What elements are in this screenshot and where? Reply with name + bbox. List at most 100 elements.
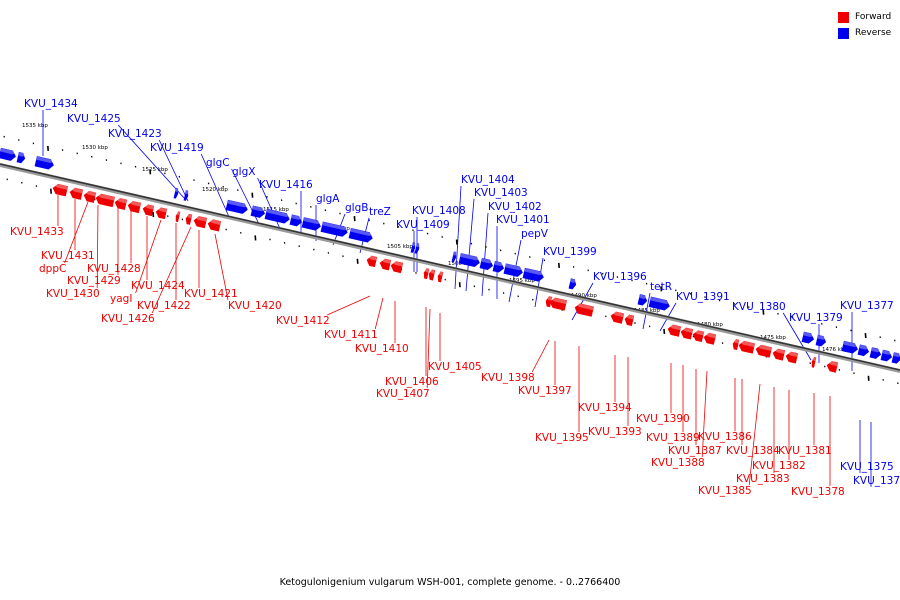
gene-label: KVU_1402 [488,201,542,213]
gene-highlight [668,324,681,331]
forward-gene [127,201,142,214]
gene-label: KVU_1412 [276,315,330,327]
forward-gene [624,314,635,327]
leader-line [327,295,371,316]
gene-highlight [186,214,192,219]
gene-body [183,190,189,201]
gene-body [801,331,815,344]
gene-body [0,147,16,161]
gene-highlight [291,214,303,220]
gene-label: KVU_1401 [496,214,550,226]
reverse-gene [173,187,179,199]
legend: Forward Reverse [838,9,891,41]
gene-body [250,205,265,218]
gene-body [568,278,577,290]
gene-highlight [227,200,249,208]
scale-label: 1525 kbp [142,167,168,173]
gene-label: KVU_1425 [67,113,121,125]
reverse-gene [0,147,17,161]
forward-gene [155,207,168,220]
forward-gene [772,348,786,361]
reverse-gene [479,257,494,271]
forward-gene [549,297,568,311]
forward-gene [185,213,193,225]
gene-highlight [350,228,374,236]
gene-highlight [739,341,755,348]
scale-label: 1485 kbp [634,308,660,314]
gene-body [785,351,799,364]
scale-label: 1495 kbp [509,278,535,284]
gene-highlight [803,331,815,337]
gene-highlight [438,271,444,276]
gene-label: KVU_1434 [24,98,78,110]
gene-body [692,330,705,343]
gene-highlight [194,216,207,222]
gene-label: dppC [39,263,66,275]
gene-body [52,183,69,197]
gene-body [545,296,553,308]
gene-label: KVU_1376 [853,475,900,487]
gene-body [264,208,290,224]
leader-line [571,282,594,321]
gene-label: KVU_1397 [518,385,572,397]
reverse-gene [815,334,827,347]
forward-gene [703,332,717,345]
forward-gene [390,261,404,274]
reverse-gene [348,227,374,243]
label-leader-lines [42,110,872,487]
gene-label: KVU_1404 [461,174,515,186]
gene-highlight [494,261,505,266]
gene-highlight [733,339,739,344]
leader-line [701,370,708,458]
gene-highlight [416,243,420,248]
gene-label: KVU_1385 [698,485,752,497]
gene-body [826,361,839,373]
gene-body [574,303,594,317]
forward-gene [366,255,378,268]
gene-label: KVU_1423 [108,128,162,140]
gene-highlight [817,335,827,340]
forward-gene [52,183,69,197]
gene-highlight [208,219,221,225]
gene-body [755,344,773,358]
gene-body [703,332,717,345]
gene-highlight [681,327,693,333]
gene-highlight [650,296,671,304]
gene-body [451,251,457,263]
leader-line [374,297,384,330]
reverse-gene [869,347,882,359]
gene-body [522,267,544,282]
leader-line [465,198,475,292]
gene-body [83,190,97,203]
gene-highlight [570,278,577,283]
leader-line [96,204,99,289]
gene-body [410,242,416,253]
gene-body [738,340,756,354]
gene-label: KVU_1405 [428,361,482,373]
gene-highlight [266,209,291,217]
gene-highlight [546,296,552,301]
leader-line [534,257,544,308]
forward-gene [175,211,181,223]
leader-line [117,124,186,200]
gene-label: KVU_1430 [46,288,100,300]
forward-gene [811,356,817,368]
gene-label: KVU_1396 [593,271,647,283]
gene-label: KVU_1391 [676,291,730,303]
gene-body [680,327,694,340]
reverse-gene [458,253,481,268]
forward-gene [379,258,392,271]
reverse-gene [801,331,815,344]
gene-body [880,349,893,362]
gene-highlight [0,148,17,155]
gene-label: KVU_1424 [131,280,185,292]
gene-body [732,339,740,351]
gene-labels: KVU_1434 KVU_1425 KVU_1423 KVU_1419glgCglgX… [10,98,900,498]
gene-label: KVU_1379 [789,312,843,324]
backbone-shadow [0,163,900,373]
reverse-gene [503,263,524,277]
gene-body [811,356,817,368]
gene-highlight [625,314,634,320]
map-caption: Ketogulonigenium vulgarum WSH-001, compl… [279,577,621,588]
gene-body [348,227,373,243]
